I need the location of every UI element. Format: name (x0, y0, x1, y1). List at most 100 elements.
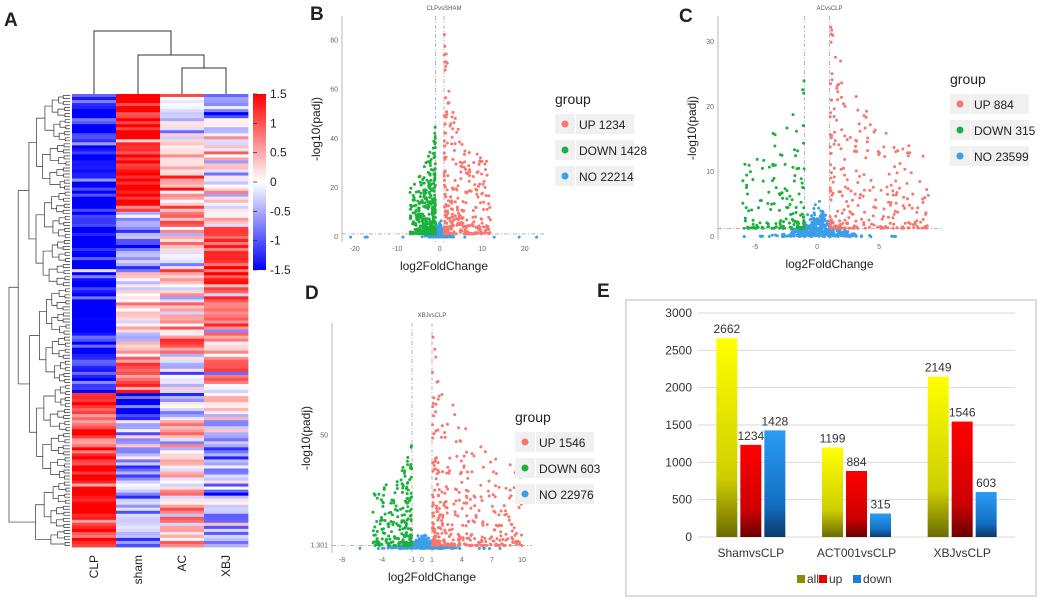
volcano-point-up (833, 55, 837, 59)
heatmap-cell (204, 516, 249, 521)
volcano-point-down (416, 199, 420, 203)
volcano-point-up (436, 493, 440, 497)
volcano-point-up (507, 518, 511, 522)
bar-legend-label: all (807, 572, 819, 586)
volcano-point-up (908, 151, 912, 155)
volcano-point-up (454, 187, 458, 191)
volcano-point-down (802, 221, 805, 225)
heatmap-cell (72, 432, 117, 436)
heatmap-cell (72, 374, 117, 379)
volcano-point-up (502, 504, 506, 508)
heatmap-cell (72, 353, 117, 358)
volcano-point-up (446, 174, 450, 178)
heatmap-cell (116, 235, 161, 240)
volcano-point-up (473, 495, 477, 499)
volcano-point-down (383, 519, 387, 522)
heatmap-cell (160, 284, 205, 288)
volcano-point-up (446, 523, 450, 526)
colorbar-tick-label: -1.5 (270, 263, 291, 277)
heatmap-cell (204, 266, 249, 270)
volcano-point-up (861, 194, 865, 198)
volcano-point-up (494, 484, 497, 488)
volcano-point-down (409, 519, 413, 522)
volcano-point-up (905, 151, 909, 155)
heatmap-cell (116, 417, 161, 421)
volcano-point-up (832, 166, 836, 170)
volcano-y-tick: 0 (710, 234, 714, 241)
heatmap-cell (72, 531, 117, 536)
volcano-point-down (411, 194, 415, 197)
volcano-point-up (832, 107, 836, 111)
volcano-point-no (452, 546, 456, 550)
volcano-point-up (845, 178, 849, 182)
volcano-point-no (458, 546, 462, 550)
volcano-point-up (839, 167, 843, 171)
volcano-point-no (806, 213, 810, 217)
volcano-point-up (463, 160, 467, 164)
volcano-point-up (470, 544, 474, 547)
volcano-point-down (780, 191, 784, 195)
volcano-point-up (484, 194, 488, 198)
volcano-point-down (426, 226, 429, 229)
volcano-point-no (811, 217, 815, 221)
volcano-point-up (442, 139, 446, 143)
heatmap-cell (116, 100, 161, 104)
volcano-point-up (485, 207, 489, 211)
heatmap-cell (160, 136, 205, 140)
volcano-point-down (414, 213, 418, 217)
heatmap-cell (204, 426, 249, 430)
heatmap-cell (160, 362, 205, 367)
heatmap-cell (72, 263, 117, 267)
volcano-point-up (864, 226, 867, 230)
volcano-point-up (444, 96, 448, 100)
heatmap-cell (160, 241, 205, 246)
volcano-point-down (422, 229, 426, 232)
volcano-point-no (810, 214, 813, 218)
volcano-point-down (400, 469, 404, 473)
volcano-point-up (505, 512, 509, 516)
volcano-point-down (375, 520, 379, 523)
heatmap-cell (72, 287, 117, 291)
volcano-point-up (476, 170, 480, 174)
heatmap-cell (72, 235, 117, 240)
volcano-point-no (823, 217, 826, 221)
volcano-point-up (450, 527, 454, 531)
volcano-point-down (433, 209, 437, 213)
volcano-point-up (431, 495, 435, 499)
volcano-point-up (457, 539, 461, 543)
volcano-point-no (417, 545, 421, 549)
legend-label-bg (536, 432, 594, 452)
legend-label-bg (536, 458, 594, 478)
volcano-point-down (401, 506, 405, 510)
volcano-point-up (445, 61, 449, 65)
volcano-point-up (484, 540, 488, 543)
volcano-point-up (898, 162, 902, 165)
volcano-point-up (864, 156, 868, 160)
heatmap-cell (204, 160, 249, 164)
volcano-point-down (405, 492, 409, 496)
bar-y-tick: 2500 (665, 343, 692, 357)
volcano-point-up (829, 163, 833, 167)
heatmap-cell (72, 501, 117, 506)
volcano-point-down (381, 504, 385, 508)
volcano-point-up (842, 102, 845, 106)
heatmap-cell (72, 172, 117, 176)
heatmap-cell (72, 166, 117, 170)
volcano-point-up (474, 205, 478, 209)
volcano-point-down (779, 219, 783, 223)
heatmap-cell (72, 127, 117, 131)
bar-y-tick: 500 (672, 493, 692, 507)
heatmap-cell (116, 251, 161, 255)
heatmap-cell (116, 453, 161, 457)
heatmap-cell (204, 314, 249, 318)
bar-down (870, 513, 891, 537)
volcano-point-up (856, 108, 860, 112)
volcano-point-no (850, 233, 854, 236)
heatmap-cell (116, 266, 161, 270)
heatmap-cell (160, 456, 205, 460)
volcano-point-up (901, 204, 905, 208)
volcano-point-down (398, 544, 402, 547)
volcano-point-up (453, 200, 457, 204)
volcano-point-down (409, 528, 413, 532)
volcano-point-no (365, 235, 369, 239)
